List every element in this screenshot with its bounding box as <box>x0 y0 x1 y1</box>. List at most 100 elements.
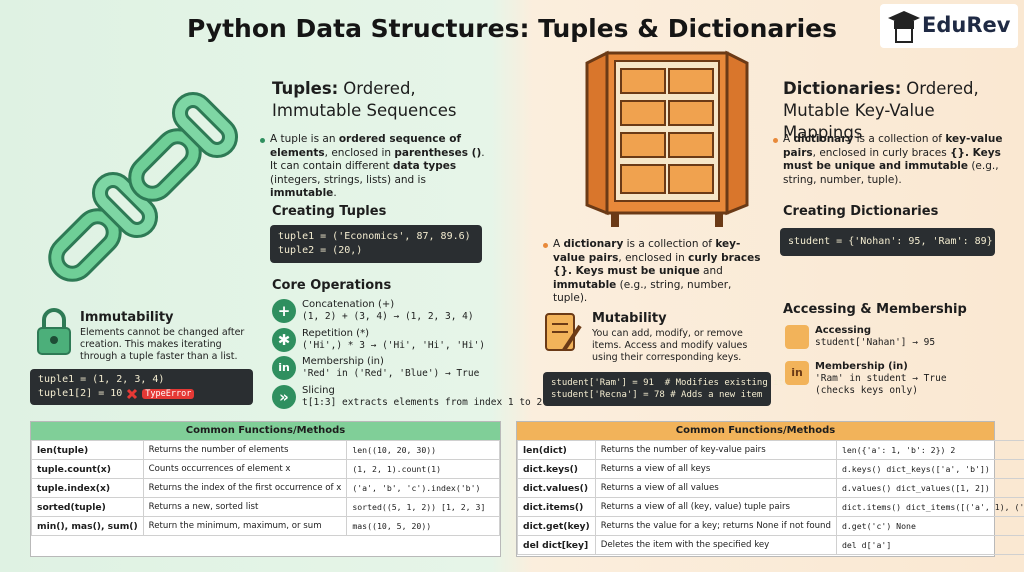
table-row: sorted(tuple) Returns a new, sorted list s… <box>31 497 500 517</box>
access-title: Membership (in) <box>815 361 908 372</box>
paragraph: Elements cannot be changed after creatio… <box>80 327 245 362</box>
table-row: del dict[key] Deletes the item with the s… <box>517 535 1024 555</box>
bullet <box>543 243 548 248</box>
code-block: tuple1 = ('Economics', 87, 89.6) tuple2 =… <box>270 225 482 263</box>
notebook-icon <box>545 313 582 352</box>
table-row: min(), mas(), sum() Return the minimum, m… <box>31 516 500 536</box>
table-cell: len((10, 20, 30)) <box>346 440 500 460</box>
table-row: dict.get(key) Returns the value for a key… <box>517 516 1024 536</box>
cabinet-illustration <box>585 50 749 227</box>
table-row: len(dict) Returns the number of key-value… <box>517 440 1024 460</box>
heading-rest: Ordered, Immutable Sequences <box>272 79 457 120</box>
heading-bold: Dictionaries: <box>783 79 902 98</box>
access-icon <box>785 325 809 349</box>
text-run: is a collection of <box>853 133 946 145</box>
table-cell: dict.keys() <box>517 459 596 479</box>
table-cell: dict.items() <box>517 497 596 517</box>
code-line: tuple2 = (20,) <box>278 245 363 256</box>
text-run: , enclosed in curly braces <box>812 146 951 159</box>
table-cell: len({'a': 1, 'b': 2}) 2 <box>835 440 1024 460</box>
table-cell: sorted((5, 1, 2)) [1, 2, 3] <box>346 497 500 517</box>
table-cell: dict.get(key) <box>517 516 596 536</box>
error-cross <box>127 388 138 400</box>
text-run: (e.g., string, number, tuple). <box>553 278 732 305</box>
table-cell: dict.items() dict_items([('a', 1), ('b',… <box>835 497 1024 517</box>
text-run: A <box>553 238 564 250</box>
operation-title: Concatenation (+) <box>302 299 395 310</box>
lock-icon <box>37 308 71 355</box>
operation-icon: in <box>272 356 296 380</box>
table-row: dict.keys() Returns a view of all keys d.k… <box>517 459 1024 479</box>
text-run: . <box>333 187 337 199</box>
table-title: Common Functions/Methods <box>517 422 994 440</box>
operation-code: t[1:3] extracts elements from index 1 to… <box>302 396 543 408</box>
table-body: len(tuple) Returns the number of elements… <box>31 440 500 536</box>
operation-title: Membership (in) <box>302 356 384 367</box>
text-run: (e.g., string, number, tuple). <box>783 160 999 186</box>
access-line: (checks keys only) <box>815 385 918 396</box>
access-line: 'Ram' in student → True <box>815 373 947 384</box>
operation-title: Slicing <box>302 384 335 396</box>
table-row: tuple.count(x) Counts occurrences of elem… <box>31 459 500 479</box>
table-cell: Returns the number of key-value pairs <box>594 440 837 460</box>
methods-table: Common Functions/Methods len(tuple) Return… <box>30 421 501 557</box>
table-row: dict.items() Returns a view of all (key, … <box>517 497 1024 517</box>
text-run: immutable <box>553 278 617 291</box>
table-cell: dict.values() <box>517 478 596 498</box>
subheading: Core Operations <box>272 278 392 293</box>
table-cell: tuple.index(x) <box>31 478 144 498</box>
subheading: Mutability <box>592 311 667 326</box>
table-cell: Returns the index of the first occurrenc… <box>142 478 348 498</box>
table-cell: d.keys() dict_keys(['a', 'b']) <box>835 459 1024 479</box>
error-mark <box>126 388 138 400</box>
paragraph: A dictionary is a collection of key-valu… <box>553 238 763 306</box>
text-run: is a collection of <box>623 238 716 250</box>
table-row: tuple.index(x) Returns the index of the f… <box>31 478 500 498</box>
table-title: Common Functions/Methods <box>31 422 500 440</box>
table-cell: len(dict) <box>517 440 596 460</box>
logo-text: EduRev <box>922 13 1011 37</box>
text-run: , enclosed in <box>618 251 689 264</box>
text-run: . It can contain different <box>270 146 485 173</box>
error-badge: TypeError <box>142 389 195 399</box>
code-line: tuple1 = ('Economics', 87, 89.6) <box>278 231 471 242</box>
operation-title: Repetition (*) <box>302 327 369 339</box>
text-run: key-value pairs <box>783 133 1003 159</box>
text-run: ordered sequence of elements <box>270 133 462 159</box>
table-row: len(tuple) Returns the number of elements… <box>31 440 500 460</box>
heading-rest: Ordered, Mutable Key-Value Mappings <box>783 79 979 142</box>
access-title: Accessing <box>815 325 871 336</box>
chain-illustration <box>48 91 239 282</box>
methods-table: Common Functions/Methods len(dict) Returns… <box>516 421 1024 557</box>
operation-code: 'Red' in ('Red', 'Blue') → True <box>302 368 480 379</box>
operation-icon: + <box>272 299 296 323</box>
text-run: curly braces {}. Keys must be unique <box>553 251 761 278</box>
table-cell: Returns a view of all values <box>594 478 837 498</box>
table-cell: del dict[key] <box>517 535 596 555</box>
text-run: dictionary <box>563 238 624 250</box>
section-heading: Dictionaries: Ordered, Mutable Key-Value … <box>783 78 998 144</box>
subheading: Accessing & Membership <box>783 302 967 317</box>
code-block: student = {'Nohan': 95, 'Ram': 89} <box>780 228 995 256</box>
access-line: student['Nahan'] → 95 <box>815 337 936 348</box>
code-line: tuple1 = (1, 2, 3, 4) <box>38 374 165 385</box>
text-run: , enclosed in <box>324 146 395 159</box>
code-line: tuple1[2] = 10 TypeError <box>38 387 245 401</box>
paragraph: A tuple is an ordered sequence of elemen… <box>270 133 492 201</box>
bullet <box>773 138 778 143</box>
code-block: tuple1 = (1, 2, 3, 4) tuple1[2] = 10 TypeE… <box>30 369 253 405</box>
table-cell: del d['a'] <box>835 535 1024 555</box>
table-cell: sorted(tuple) <box>31 497 144 517</box>
table-cell: d.values() dict_values([1, 2]) <box>835 478 1024 498</box>
table-cell: Returns a view of all keys <box>594 459 837 479</box>
table-cell: len(tuple) <box>31 440 144 460</box>
subheading: Creating Dictionaries <box>783 204 939 219</box>
paragraph: You can add, modify, or remove items. Ac… <box>592 328 748 363</box>
operation-icon: » <box>272 384 296 409</box>
code-line: student['Recna'] = 78 # Adds a new item <box>551 390 763 400</box>
code-block: student['Ram'] = 91 # Modifies existing … <box>543 372 795 406</box>
table-cell: Counts occurrences of element x <box>142 459 348 479</box>
operation-icon: ✱ <box>272 327 296 352</box>
text-run: A <box>783 133 794 145</box>
